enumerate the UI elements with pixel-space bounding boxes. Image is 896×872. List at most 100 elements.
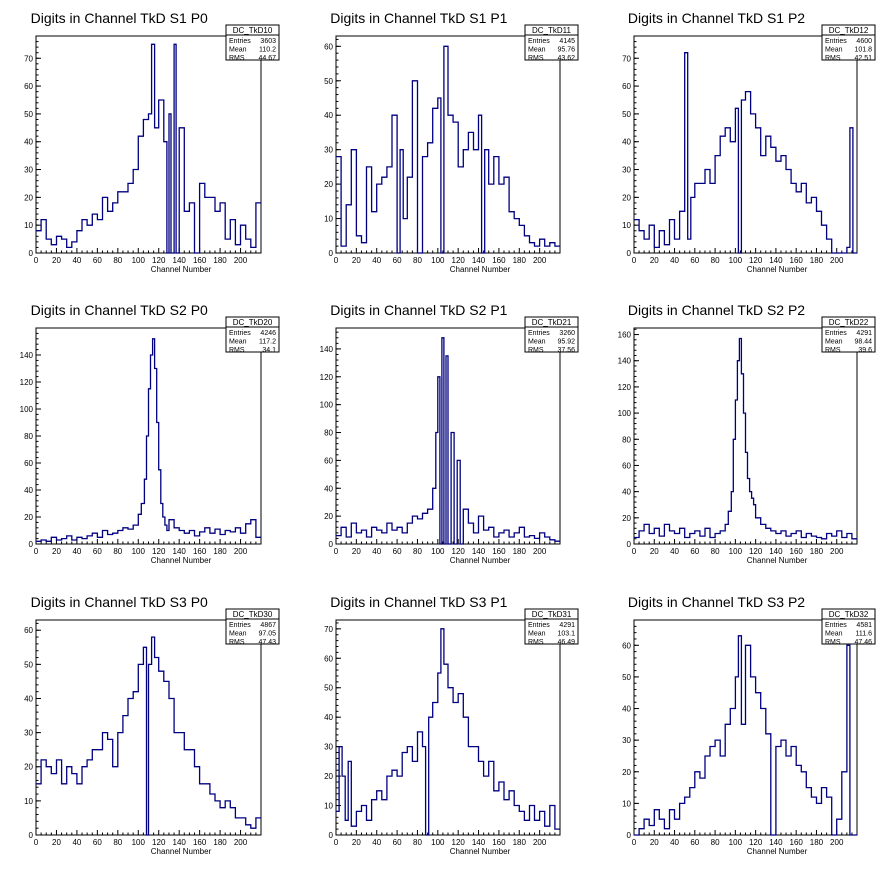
y-tick-label: 0 [329, 831, 334, 840]
x-tick-label: 80 [413, 838, 422, 847]
stats-label-rms: RMS [528, 55, 544, 62]
x-tick-label: 140 [769, 547, 783, 556]
y-tick-label: 20 [324, 512, 333, 521]
y-tick-label: 80 [324, 429, 333, 438]
chart-title: Digits in Channel TkD S3 P2 [628, 594, 805, 610]
x-tick-label: 160 [492, 838, 506, 847]
stats-value-rms: 43.62 [557, 55, 575, 62]
histogram-panel: Digits in Channel TkD S2 P2 0 20 40 60 80 100 1… [618, 302, 876, 565]
y-tick-label: 30 [24, 166, 33, 175]
histogram-panel: Digits in Channel TkD S1 P10 20 40 60 80 100 1… [324, 10, 579, 274]
stats-label-rms: RMS [528, 347, 544, 354]
x-tick-label: 120 [152, 838, 166, 847]
x-tick-label: 180 [513, 838, 527, 847]
x-axis-label: Channel Number [151, 556, 212, 565]
stats-value-rms: 42.51 [854, 55, 872, 62]
x-tick-label: 40 [72, 256, 81, 265]
chart-title: Digits in Channel TkD S1 P0 [31, 10, 208, 26]
stats-box-frame [821, 24, 876, 61]
stats-label-entries: Entries [825, 330, 847, 337]
y-tick-label: 60 [24, 626, 33, 635]
histogram-line [36, 43, 261, 254]
y-tick-label: 0 [29, 540, 34, 549]
stats-label-mean: Mean [229, 631, 247, 638]
stats-name: DC_TkD32 [829, 610, 869, 619]
stats-box-frame [225, 316, 280, 353]
x-tick-label: 0 [334, 547, 339, 556]
x-tick-label: 20 [650, 838, 659, 847]
y-tick-label: 40 [622, 488, 631, 497]
y-tick-label: 140 [618, 357, 632, 366]
stats-value-rms: 47.43 [258, 639, 276, 646]
chart-title: Digits in Channel TkD S2 P2 [628, 302, 805, 318]
histogram-panel: Digits in Channel TkD S3 P00 20 40 60 80 100 1… [24, 594, 280, 856]
stats-box-frame [524, 608, 579, 645]
x-tick-label: 140 [173, 256, 187, 265]
y-tick-label: 0 [329, 249, 334, 258]
x-tick-label: 100 [431, 256, 445, 265]
stats-name: DC_TkD22 [829, 318, 869, 327]
x-tick-label: 0 [334, 256, 339, 265]
y-tick-label: 140 [320, 345, 334, 354]
x-tick-label: 40 [670, 838, 679, 847]
x-tick-label: 120 [452, 838, 466, 847]
x-tick-label: 140 [173, 838, 187, 847]
y-tick-label: 50 [324, 684, 333, 693]
y-tick-label: 10 [24, 221, 33, 230]
stats-box: DC_TkD11 Entries 4145 Mean 95.76 RMS 43.62 [524, 24, 579, 62]
stats-value-mean: 101.8 [854, 47, 872, 54]
y-tick-label: 50 [324, 77, 333, 86]
stats-box: DC_TkD10 Entries 3603 Mean 110.2 RMS 44.67 [225, 24, 280, 62]
y-tick-label: 40 [324, 484, 333, 493]
y-tick-label: 120 [20, 378, 34, 387]
stats-box-frame [821, 316, 876, 353]
x-tick-label: 0 [632, 838, 637, 847]
x-tick-label: 100 [132, 838, 146, 847]
x-tick-label: 0 [632, 547, 637, 556]
x-tick-label: 100 [132, 547, 146, 556]
histogram-line [336, 45, 560, 254]
y-tick-label: 10 [24, 797, 33, 806]
x-tick-label: 40 [372, 547, 381, 556]
stats-name: DC_TkD11 [532, 26, 572, 35]
plot-frame [633, 35, 858, 254]
stats-value-mean: 95.76 [557, 47, 575, 54]
stats-box: DC_TkD20 Entries 4246 Mean 117.2 RMS 34.1 [225, 316, 280, 354]
stats-box-frame [821, 608, 876, 645]
x-tick-label: 160 [790, 256, 804, 265]
y-tick-label: 140 [20, 351, 34, 360]
stats-label-entries: Entries [229, 38, 251, 45]
stats-label-rms: RMS [825, 639, 841, 646]
x-tick-label: 60 [93, 547, 102, 556]
stats-name: DC_TkD31 [532, 610, 572, 619]
stats-value-mean: 111.6 [856, 631, 873, 638]
y-tick-label: 50 [622, 110, 631, 119]
stats-box: DC_TkD12 Entries 4600 Mean 101.8 RMS 42.51 [821, 24, 876, 62]
stats-label-rms: RMS [229, 55, 245, 62]
x-tick-label: 0 [34, 256, 39, 265]
stats-label-mean: Mean [229, 339, 247, 346]
histogram-panel: Digits in Channel TkD S1 P20 20 40 60 80 100 1… [622, 10, 876, 274]
x-tick-label: 200 [830, 256, 844, 265]
stats-name: DC_TkD21 [532, 318, 572, 327]
x-tick-label: 140 [472, 838, 486, 847]
x-axis-label: Channel Number [450, 556, 511, 565]
x-tick-label: 60 [93, 838, 102, 847]
stats-value-entries: 4867 [260, 622, 276, 629]
stats-box: DC_TkD31 Entries 4291 Mean 103.1 RMS 46.49 [524, 608, 579, 646]
stats-box-frame [225, 608, 280, 645]
x-tick-label: 80 [113, 256, 122, 265]
stats-value-rms: 46.49 [557, 639, 575, 646]
x-tick-label: 160 [492, 547, 506, 556]
stats-value-mean: 95.92 [557, 339, 575, 346]
x-tick-label: 200 [830, 838, 844, 847]
x-axis-label: Channel Number [151, 265, 212, 274]
stats-name: DC_TkD12 [829, 26, 869, 35]
x-tick-label: 180 [213, 256, 227, 265]
x-tick-label: 20 [650, 256, 659, 265]
x-tick-label: 120 [152, 547, 166, 556]
x-tick-label: 40 [72, 547, 81, 556]
y-tick-label: 20 [324, 772, 333, 781]
histogram-panel: Digits in Channel TkD S3 P20 20 40 60 80 100 1… [622, 594, 876, 856]
stats-value-rms: 44.67 [258, 55, 276, 62]
